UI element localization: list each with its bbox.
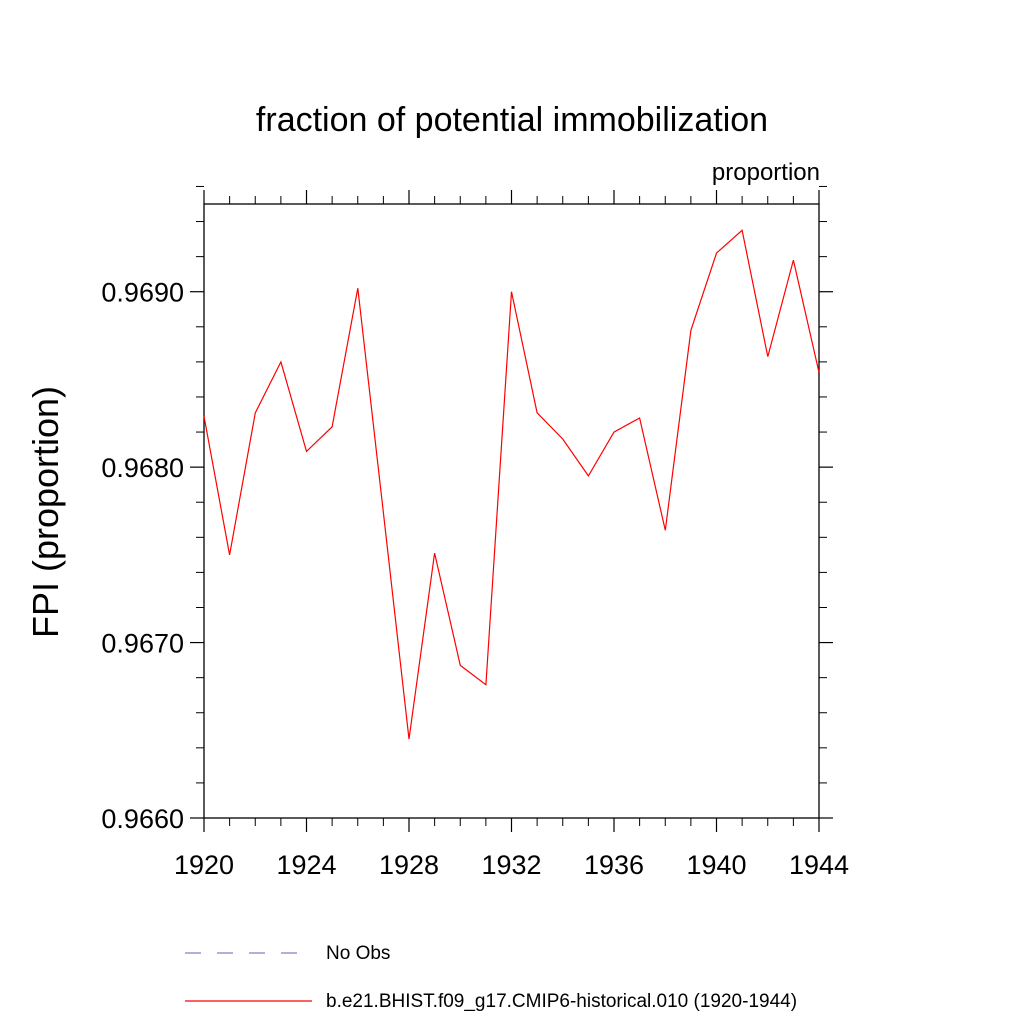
units-label: proportion [712, 159, 820, 186]
y-axis-label: FPI (proportion) [25, 386, 66, 638]
ticks-layer: 0.9660 0.9670 0.9680 0.9690 1920 1924 1928 1932… [101, 185, 849, 880]
x-tick-label: 1936 [584, 850, 644, 880]
x-tick-label: 1944 [789, 850, 849, 880]
chart-title: fraction of potential immobilization [256, 101, 768, 139]
y-tick-label: 0.9660 [101, 804, 184, 834]
y-tick-label: 0.9670 [101, 629, 184, 659]
legend: No Obs b.e21.BHIST.f09_g17.CMIP6-histori… [185, 943, 797, 1012]
x-tick-label: 1924 [276, 850, 336, 880]
series-line-historical [203, 229, 820, 740]
series-layer [203, 229, 820, 740]
x-tick-label: 1940 [686, 850, 746, 880]
legend-label-no-obs: No Obs [326, 943, 390, 964]
x-tick-label: 1932 [481, 850, 541, 880]
y-tick-label: 0.9680 [101, 453, 184, 483]
x-tick-label: 1928 [379, 850, 439, 880]
x-tick-label: 1920 [174, 850, 234, 880]
y-tick-label: 0.9690 [101, 278, 184, 308]
legend-label-historical: b.e21.BHIST.f09_g17.CMIP6-historical.010… [326, 991, 797, 1012]
